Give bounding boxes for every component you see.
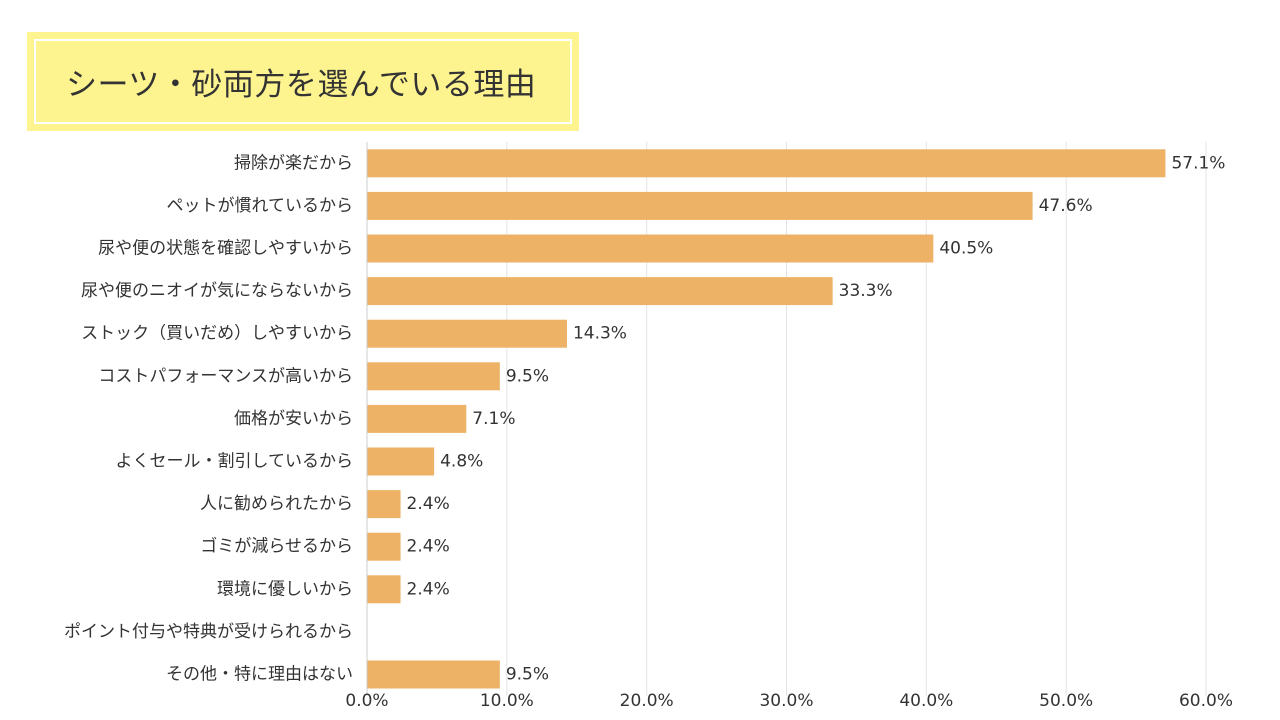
category-label: コストパフォーマンスが高いから bbox=[98, 366, 353, 386]
x-tick-label: 30.0% bbox=[759, 691, 813, 711]
chart-title: シーツ・砂両方を選んでいる理由 bbox=[66, 67, 537, 103]
x-tick-label: 20.0% bbox=[620, 691, 674, 711]
value-label: 2.4% bbox=[407, 579, 450, 599]
value-label: 57.1% bbox=[1171, 153, 1225, 173]
value-label: 47.6% bbox=[1039, 196, 1093, 216]
bar bbox=[367, 404, 467, 433]
value-label: 7.1% bbox=[472, 409, 515, 429]
title-frame: シーツ・砂両方を選んでいる理由 bbox=[34, 39, 572, 124]
category-label: 尿や便の状態を確認しやすいから bbox=[98, 239, 353, 259]
category-label: その他・特に理由はない bbox=[166, 665, 353, 685]
value-label: 9.5% bbox=[506, 665, 549, 685]
value-label: 14.3% bbox=[573, 324, 627, 344]
value-label: 9.5% bbox=[506, 366, 549, 386]
bar bbox=[367, 362, 500, 391]
category-label: 人に勧められたから bbox=[200, 494, 353, 514]
value-label: 2.4% bbox=[407, 537, 450, 557]
category-label: ゴミが減らせるから bbox=[200, 536, 353, 557]
x-tick-label: 50.0% bbox=[1039, 691, 1093, 711]
x-tick-label: 0.0% bbox=[345, 691, 388, 711]
value-label: 2.4% bbox=[407, 494, 450, 514]
x-tick-label: 60.0% bbox=[1179, 691, 1233, 711]
bar bbox=[367, 149, 1166, 178]
title-box: シーツ・砂両方を選んでいる理由 bbox=[27, 32, 579, 131]
value-label: 4.8% bbox=[440, 452, 483, 472]
category-label: 掃除が楽だから bbox=[234, 153, 353, 173]
bar bbox=[367, 319, 567, 348]
value-label: 40.5% bbox=[939, 239, 993, 259]
x-tick-label: 40.0% bbox=[899, 691, 953, 711]
x-tick-label: 10.0% bbox=[480, 691, 534, 711]
category-label: 環境に優しいから bbox=[217, 579, 353, 599]
bar bbox=[367, 234, 934, 263]
bar bbox=[367, 191, 1033, 220]
bar bbox=[367, 447, 435, 476]
category-label: ストック（買いだめ）しやすいから bbox=[81, 324, 353, 344]
value-label: 33.3% bbox=[839, 281, 893, 301]
bar bbox=[367, 575, 401, 604]
bar bbox=[367, 490, 401, 519]
category-label: よくセール・割引しているから bbox=[116, 452, 354, 472]
category-label: ポイント付与や特典が受けられるから bbox=[64, 622, 353, 642]
category-label: ペットが慣れているから bbox=[167, 196, 354, 216]
bar bbox=[367, 532, 401, 561]
category-label: 価格が安いから bbox=[234, 409, 353, 429]
bar bbox=[367, 660, 500, 689]
category-label: 尿や便のニオイが気にならないから bbox=[81, 281, 353, 301]
bar bbox=[367, 277, 833, 306]
